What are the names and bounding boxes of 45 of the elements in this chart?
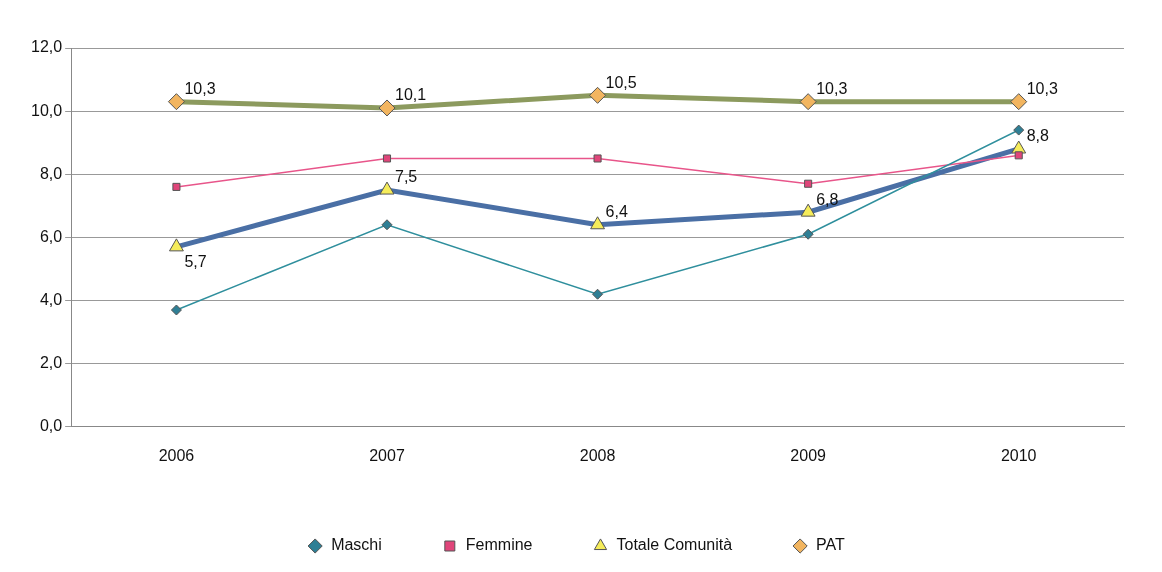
point [804,179,813,188]
y-tick-label: 10,0 [31,101,63,119]
point [592,288,604,300]
x-tick-label: 2010 [1000,446,1037,464]
x-tick-label: 2006 [158,446,195,464]
point [802,228,814,240]
x-tick-label: 2009 [790,446,827,464]
data-label: 10,3 [1026,80,1058,98]
point [378,99,396,117]
point [590,216,605,230]
point [593,154,602,163]
legend-label: PAT [816,536,846,554]
point [1014,151,1023,160]
point [167,93,185,111]
data-label: 6,4 [605,203,628,221]
y-tick-label: 0,0 [39,417,63,435]
data-label: 7,5 [395,168,418,186]
y-tick-label: 8,0 [39,164,63,182]
point [381,219,393,231]
legend-label: Maschi [331,536,382,554]
point [379,181,395,195]
point [172,182,181,191]
point [1013,124,1025,136]
y-tick-label: 4,0 [39,290,63,308]
data-label: 6,8 [816,190,839,208]
data-label: 10,3 [816,80,848,98]
point [169,238,184,252]
x-tick-label: 2007 [369,446,405,464]
data-label: 8,8 [1026,127,1050,145]
point [170,304,182,316]
legend-label: Totale Comunità [616,536,733,554]
point [799,93,817,111]
point [382,154,392,163]
y-tick-label: 2,0 [39,354,63,372]
legend-label: Femmine [465,536,533,554]
point [589,86,607,104]
data-label: 10,5 [605,73,637,91]
y-tick-label: 6,0 [39,227,63,245]
data-label: 5,7 [184,253,207,271]
y-tick-label: 12,0 [31,38,63,56]
data-label: 10,1 [395,86,427,104]
data-label: 10,3 [184,80,216,98]
x-tick-label: 2008 [579,446,616,464]
point [1010,93,1028,111]
point [800,203,816,217]
